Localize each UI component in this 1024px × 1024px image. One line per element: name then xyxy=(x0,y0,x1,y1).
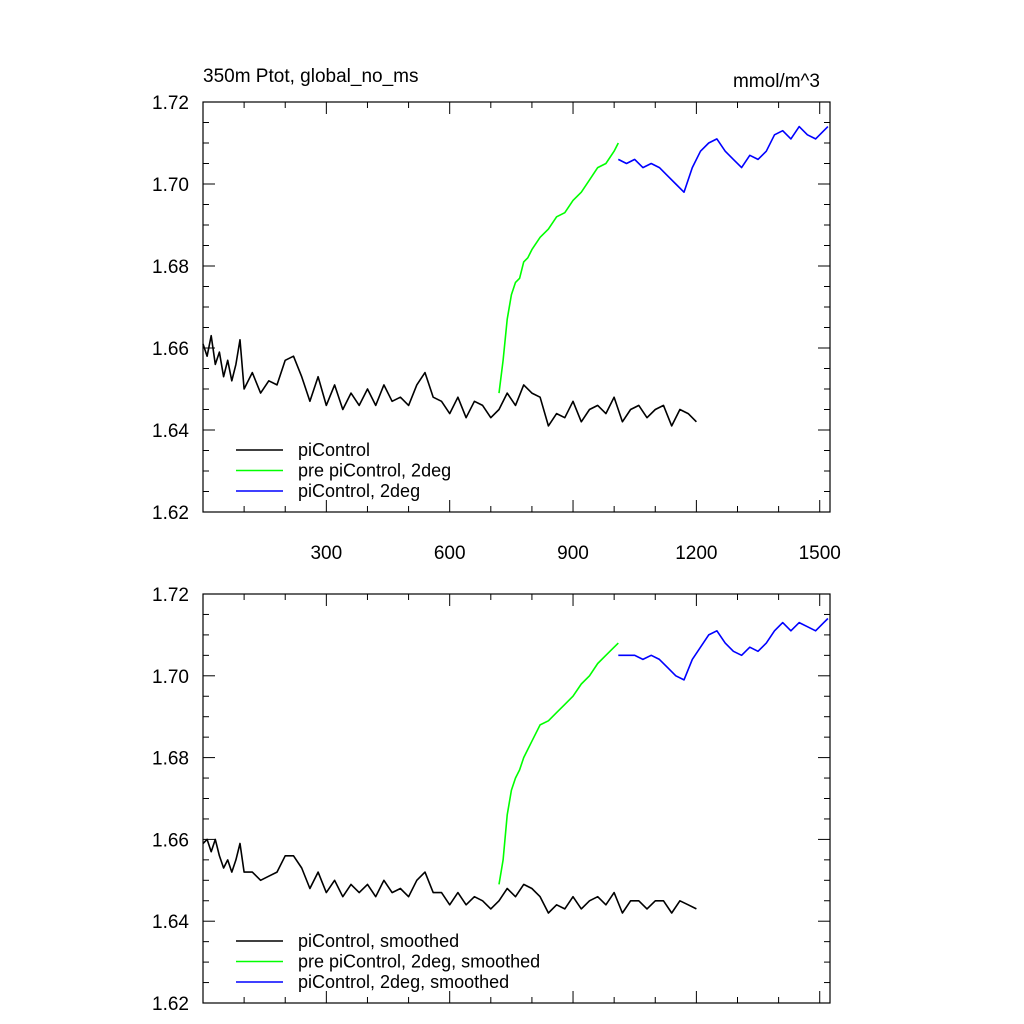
x-tick-label: 300 xyxy=(310,543,342,564)
legend-label: piControl, 2deg, smoothed xyxy=(298,972,509,992)
legend-label: pre piControl, 2deg, smoothed xyxy=(298,952,540,972)
chart-title: 350m Ptot, global_no_ms xyxy=(203,66,418,87)
series-line xyxy=(202,838,697,914)
y-tick-label: 1.64 xyxy=(152,421,189,442)
legend-label: piControl, 2deg xyxy=(298,481,420,501)
y-tick-label: 1.68 xyxy=(152,749,189,770)
y-tick-label: 1.62 xyxy=(152,994,189,1015)
x-tick-label: 1500 xyxy=(799,543,841,564)
y-tick-label: 1.70 xyxy=(152,175,189,196)
chart-panel-top: 1.62 1.64 1.66 1.68 1.70 1.72 300 600 900 1200 150… xyxy=(152,93,841,564)
chart-panel-bottom: 1.62 1.64 1.66 1.68 1.70 1.72 piControl, smoot… xyxy=(152,585,831,1015)
series-line xyxy=(617,125,829,193)
series-line xyxy=(202,334,697,427)
y-tick-label: 1.66 xyxy=(152,339,189,360)
y-tick-label: 1.64 xyxy=(152,912,189,933)
y-tick-label: 1.70 xyxy=(152,667,189,688)
legend-label: piControl, smoothed xyxy=(298,931,459,951)
y-tick-label: 1.62 xyxy=(152,503,189,524)
y-tick-label: 1.66 xyxy=(152,830,189,851)
series-line xyxy=(498,142,620,394)
x-tick-label: 900 xyxy=(557,543,589,564)
y-tick-label: 1.72 xyxy=(152,585,189,606)
y-tick-label: 1.72 xyxy=(152,93,189,114)
x-tick-label: 1200 xyxy=(675,543,717,564)
series-line xyxy=(498,642,619,885)
x-tick-label: 600 xyxy=(434,543,466,564)
series-line xyxy=(618,617,829,681)
legend-label: piControl xyxy=(298,440,370,460)
y-tick-label: 1.68 xyxy=(152,257,189,278)
units-label: mmol/m^3 xyxy=(733,71,820,92)
legend-label: pre piControl, 2deg xyxy=(298,461,451,481)
